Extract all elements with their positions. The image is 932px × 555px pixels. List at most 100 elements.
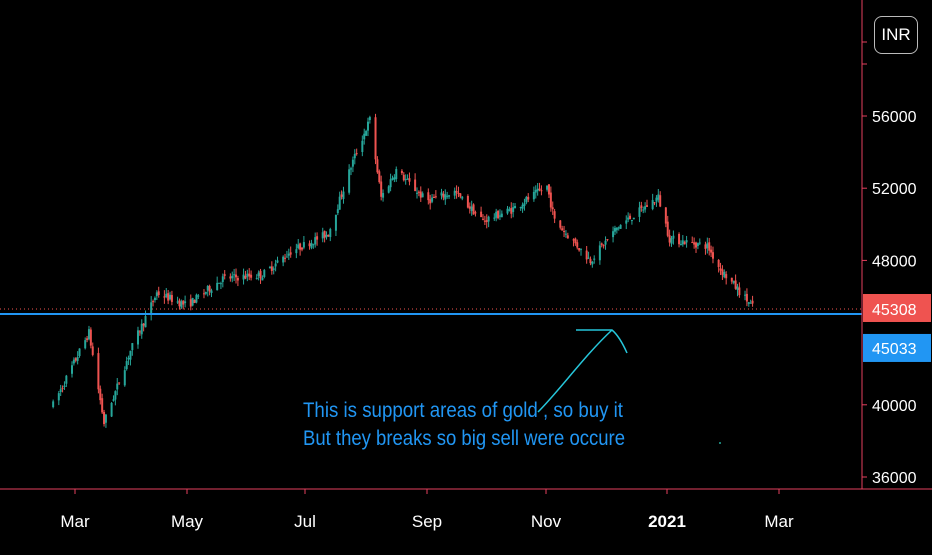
candle-body: [368, 117, 371, 121]
candle: [248, 268, 251, 281]
candle: [417, 190, 420, 197]
candle: [681, 235, 684, 247]
candle: [670, 235, 673, 247]
candle: [546, 185, 549, 192]
candle-body: [421, 193, 424, 198]
candle-body: [329, 229, 332, 238]
candle: [600, 242, 603, 248]
candle: [691, 236, 694, 244]
candle: [625, 215, 628, 230]
candle-body: [336, 209, 339, 214]
candle: [497, 209, 500, 220]
candle: [380, 175, 383, 201]
candle: [348, 164, 351, 195]
candle-body: [693, 242, 696, 245]
candle-body: [598, 245, 601, 261]
candle: [708, 237, 711, 256]
candle-body: [103, 412, 106, 425]
candle-body: [498, 215, 501, 217]
candle-body: [216, 282, 219, 291]
candle-body: [698, 242, 701, 244]
price-tick-label: 56000: [872, 109, 917, 126]
candle-body: [461, 196, 464, 199]
candle-body: [472, 204, 475, 215]
candle-body: [734, 280, 737, 289]
price-tick-label: 40000: [872, 398, 917, 415]
currency-label: INR: [881, 25, 911, 44]
candle-body: [136, 330, 139, 345]
candle-body: [719, 268, 722, 271]
candle-body: [525, 197, 528, 203]
candle-body: [153, 297, 156, 301]
candle: [725, 271, 728, 285]
candle: [169, 291, 172, 301]
candle: [233, 268, 236, 281]
candle: [302, 236, 305, 250]
candle: [63, 381, 66, 390]
candle-body: [730, 277, 733, 282]
candle-body: [657, 194, 660, 200]
candle-body: [666, 221, 669, 236]
candle: [219, 281, 222, 290]
candle: [165, 288, 168, 299]
candle: [487, 215, 490, 228]
candle: [659, 191, 662, 208]
candle: [696, 242, 699, 250]
candle-body: [63, 385, 66, 388]
candle: [431, 193, 434, 204]
candle: [244, 270, 247, 280]
candle: [350, 166, 353, 176]
candle: [508, 206, 511, 212]
candle-body: [538, 188, 541, 191]
candle: [57, 391, 60, 406]
candle: [710, 245, 713, 258]
candle: [167, 290, 170, 305]
candle: [285, 250, 288, 258]
candle-body: [679, 243, 682, 245]
candle: [615, 227, 618, 234]
candle: [52, 399, 55, 409]
candle-body: [351, 159, 354, 167]
candle-body: [289, 252, 292, 255]
candle-body: [255, 277, 258, 279]
candle-body: [432, 196, 435, 198]
candle: [289, 246, 292, 258]
annotation-arrow: [537, 329, 613, 413]
candle-body: [613, 228, 616, 232]
candle: [730, 277, 733, 285]
candle-body: [242, 274, 245, 280]
candle: [461, 196, 464, 201]
candle: [338, 191, 341, 210]
candle-body: [487, 216, 490, 222]
candle-body: [532, 191, 535, 200]
candle-body: [282, 256, 285, 263]
candle: [561, 225, 564, 231]
candle: [698, 238, 701, 246]
candle: [466, 194, 469, 209]
currency-badge[interactable]: INR: [874, 16, 918, 54]
candle: [99, 385, 102, 405]
candle-body: [540, 190, 543, 192]
candle-body: [406, 178, 409, 180]
candle-body: [448, 195, 451, 197]
candle: [123, 366, 126, 387]
candle: [642, 206, 645, 214]
candle-body: [417, 191, 420, 193]
candle: [644, 202, 647, 213]
candle-body: [86, 338, 89, 341]
candle: [498, 209, 501, 221]
candle: [391, 175, 394, 181]
candle-body: [510, 207, 513, 214]
candle-body: [180, 301, 183, 308]
candle: [263, 268, 266, 279]
candle-body: [338, 196, 341, 210]
candle-body: [655, 197, 658, 202]
candle-body: [612, 231, 615, 238]
candle-body: [617, 227, 620, 229]
candle: [323, 230, 326, 243]
candle-body: [431, 197, 434, 202]
candle: [91, 342, 94, 357]
candle: [619, 224, 622, 229]
